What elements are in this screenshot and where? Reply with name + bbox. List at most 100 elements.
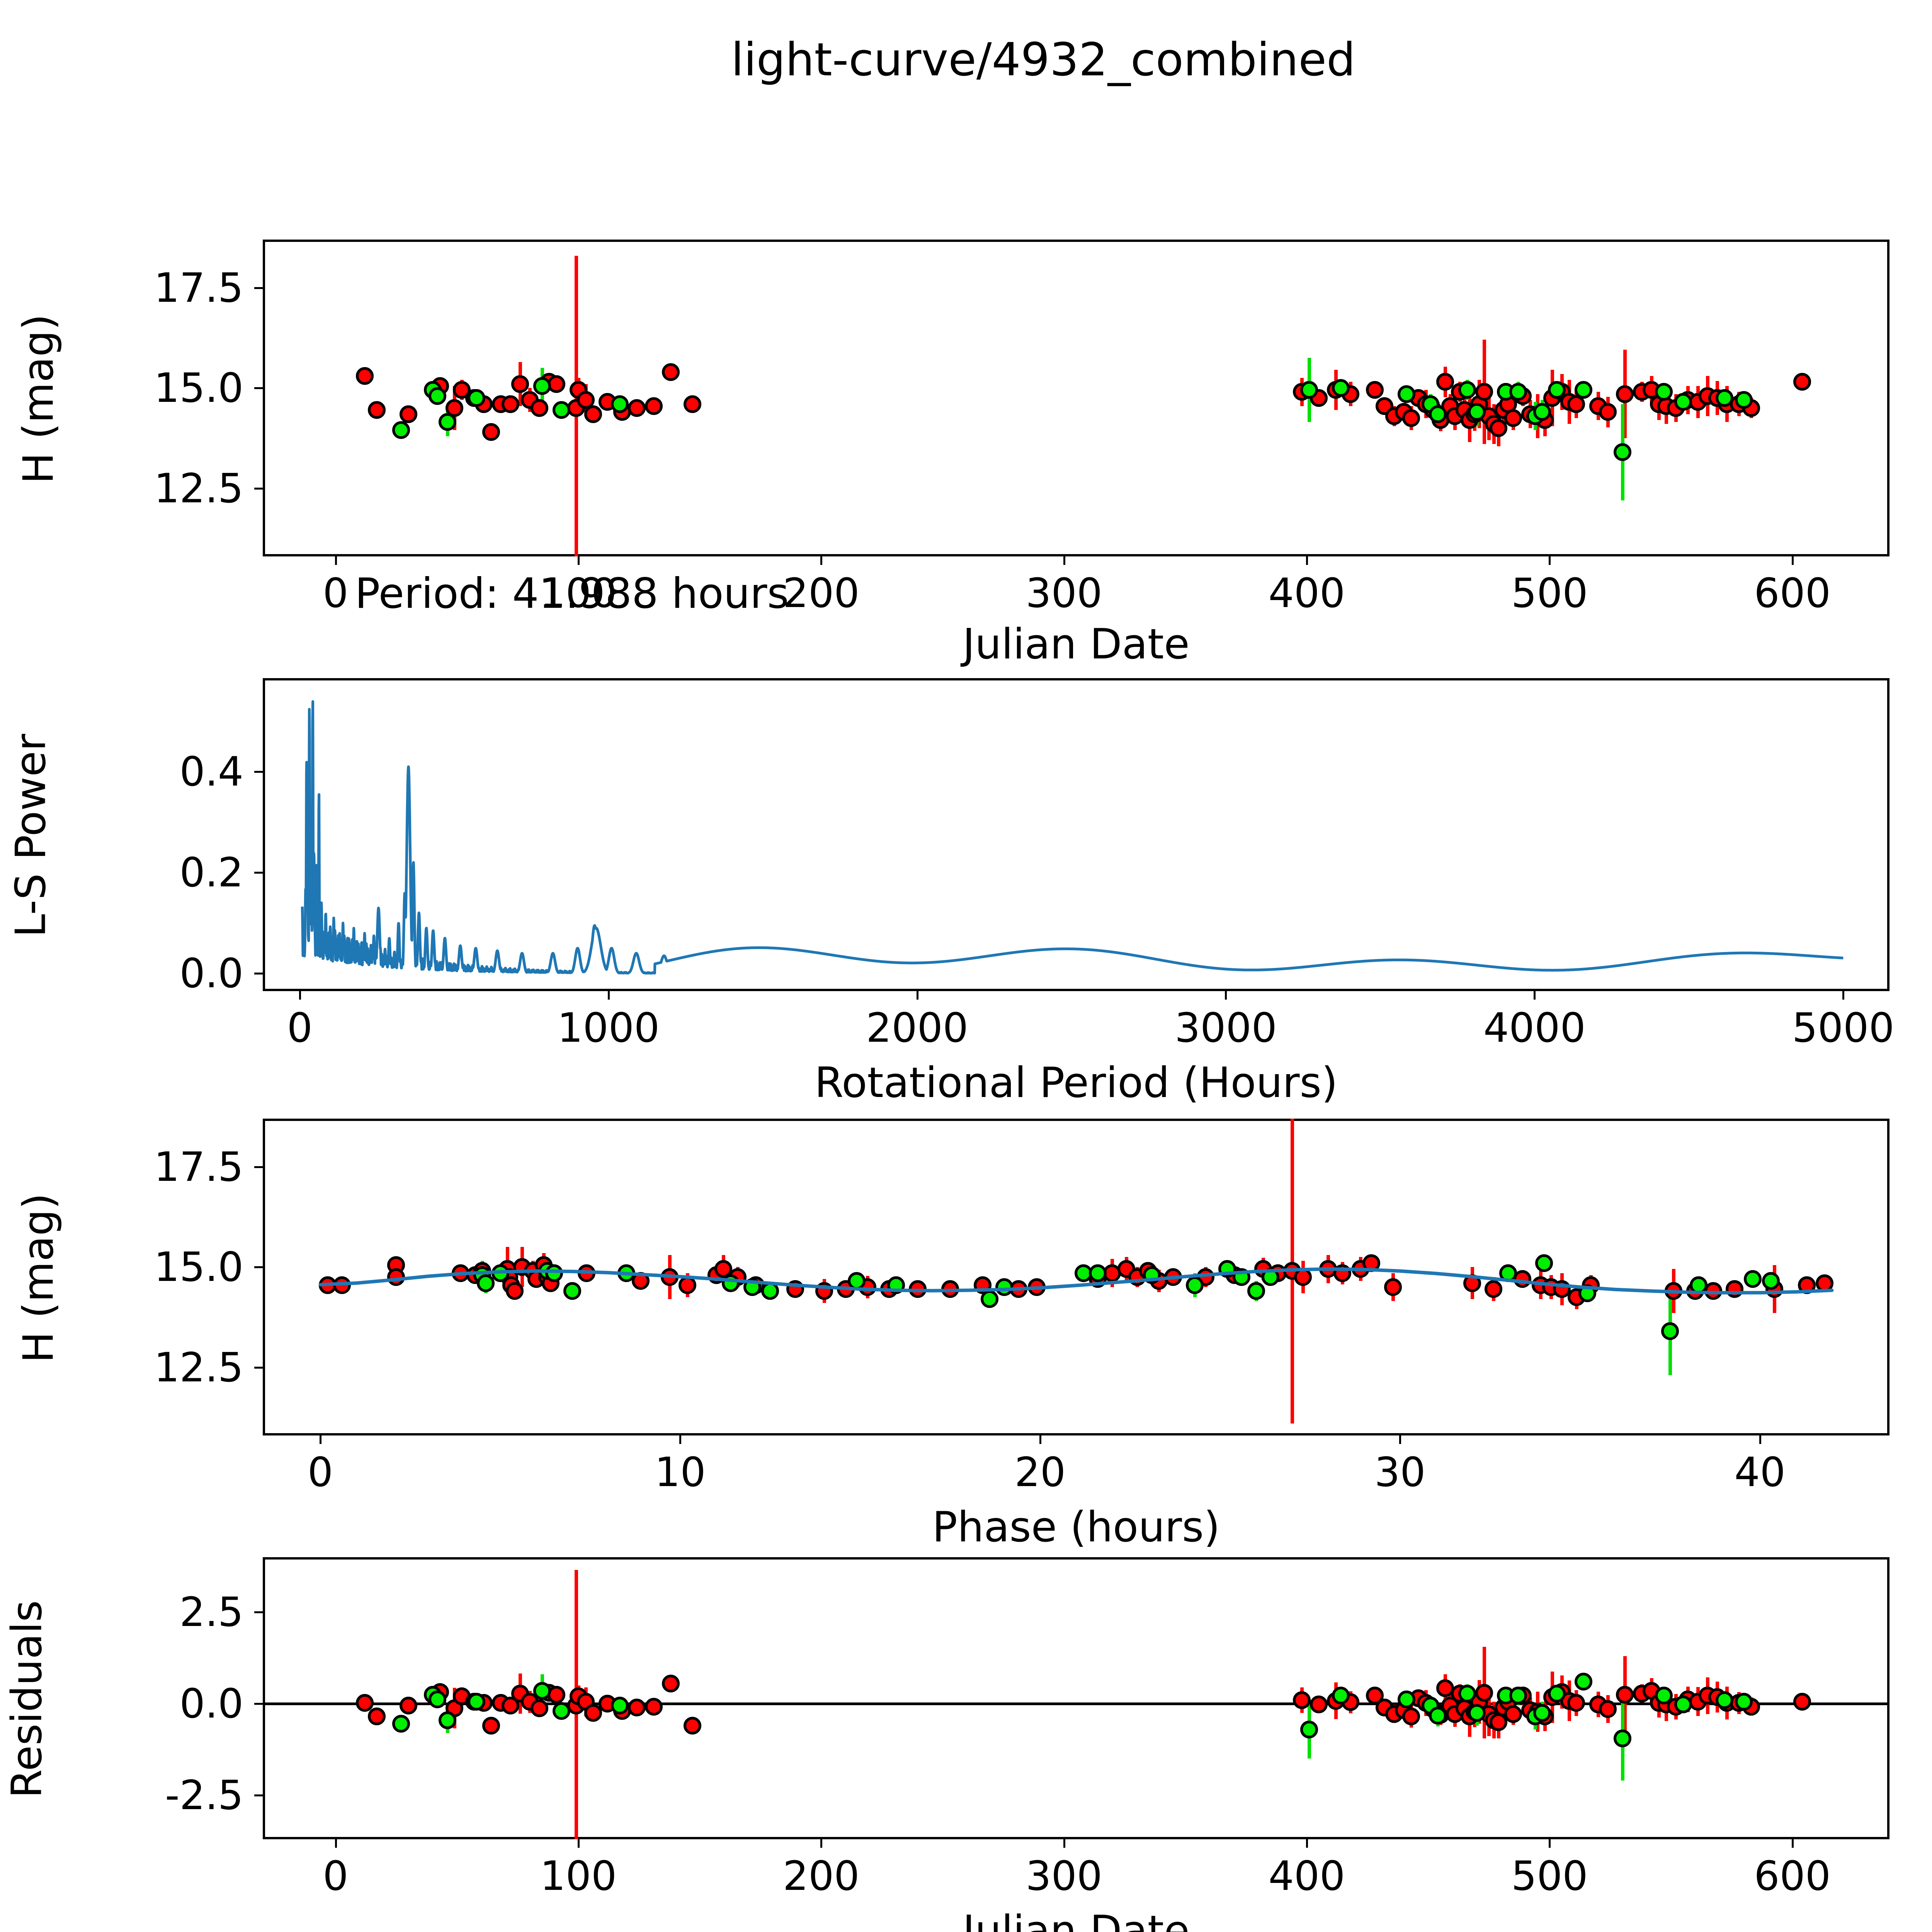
data-point <box>611 1696 629 1714</box>
curve-layer <box>301 700 1845 975</box>
plot-area-lightcurve <box>263 240 1889 556</box>
x-tick-label: 100 <box>540 570 617 617</box>
x-tick-mark <box>1063 1839 1065 1848</box>
data-point <box>1655 1687 1673 1705</box>
zero-reference-line <box>263 1702 1889 1706</box>
x-tick-mark <box>577 1839 580 1848</box>
data-point <box>467 1693 485 1711</box>
data-point <box>533 377 551 395</box>
data-point <box>1793 373 1811 391</box>
x-tick-label: 200 <box>782 1852 860 1900</box>
data-point <box>429 1690 447 1708</box>
data-point <box>1509 1687 1527 1705</box>
data-point <box>368 1708 386 1726</box>
data-clip-region <box>263 240 1889 556</box>
data-point <box>1458 381 1476 399</box>
y-tick-label: 0.0 <box>179 1680 243 1728</box>
y-tick-mark <box>254 1366 263 1369</box>
data-point <box>1397 385 1415 403</box>
data-point <box>1490 419 1508 437</box>
y-tick-label: -2.5 <box>165 1772 243 1819</box>
data-point <box>645 1697 663 1716</box>
data-point <box>482 1717 500 1735</box>
x-tick-mark <box>335 1839 337 1848</box>
ylabel-lightcurve: H (mag) <box>14 314 63 484</box>
data-point <box>721 1274 740 1292</box>
x-tick-label: 2000 <box>866 1004 968 1051</box>
x-tick-label: 40 <box>1734 1449 1786 1496</box>
data-point <box>1333 1264 1352 1282</box>
data-point <box>611 395 629 413</box>
y-tick-mark <box>254 871 263 874</box>
data-point <box>1468 403 1486 421</box>
data-point <box>400 1696 417 1714</box>
x-tick-mark <box>1791 1839 1794 1848</box>
data-point <box>1674 1696 1692 1714</box>
data-point <box>1504 1705 1522 1723</box>
x-tick-label: 0 <box>323 570 349 617</box>
x-tick-label: 0 <box>323 1852 349 1900</box>
data-point <box>1655 383 1673 401</box>
data-point <box>628 399 646 417</box>
x-tick-mark <box>1534 991 1536 1000</box>
panel-residuals <box>254 1557 1889 1848</box>
plot-area-phased <box>263 1119 1889 1435</box>
data-point <box>477 1274 495 1292</box>
x-tick-mark <box>1791 556 1794 565</box>
data-point <box>1504 409 1522 427</box>
data-point <box>1475 383 1493 401</box>
xlabel-periodogram: Rotational Period (Hours) <box>815 1059 1338 1107</box>
x-tick-label: 400 <box>1268 570 1345 617</box>
data-point <box>662 1675 680 1693</box>
ylabel-residuals: Residuals <box>3 1600 51 1798</box>
ylabel-periodogram: L-S Power <box>7 734 55 937</box>
y-tick-mark <box>254 1794 263 1797</box>
x-tick-label: 200 <box>782 570 860 617</box>
x-tick-mark <box>299 991 301 1000</box>
x-tick-label: 600 <box>1754 1852 1831 1900</box>
axes-frame-periodogram <box>263 678 1889 991</box>
panel-raw-light-curve <box>254 240 1889 565</box>
plot-area-periodogram <box>263 678 1889 991</box>
panel-periodogram <box>254 678 1889 1000</box>
y-tick-mark <box>254 287 263 289</box>
y-tick-mark <box>254 1266 263 1269</box>
x-tick-label: 100 <box>540 1852 617 1900</box>
x-tick-mark <box>679 1435 682 1444</box>
data-point <box>1762 1272 1780 1290</box>
data-point <box>1674 393 1692 411</box>
plot-area-residuals <box>263 1557 1889 1839</box>
x-tick-label: 500 <box>1511 570 1588 617</box>
x-tick-label: 1000 <box>557 1004 660 1051</box>
data-point <box>1458 1684 1476 1702</box>
data-point <box>577 391 595 409</box>
x-tick-mark <box>1039 1435 1041 1444</box>
data-point <box>1384 1278 1402 1296</box>
x-tick-mark <box>916 991 918 1000</box>
data-point <box>1436 373 1454 391</box>
figure-title: light-curve/4932_combined <box>731 33 1355 86</box>
data-point <box>533 1682 551 1700</box>
xlabel-residuals: Julian Date <box>963 1907 1190 1932</box>
y-tick-mark <box>254 770 263 773</box>
x-tick-label: 400 <box>1268 1852 1345 1900</box>
data-point <box>482 423 500 441</box>
data-point <box>1548 1684 1566 1702</box>
data-point <box>1485 1280 1503 1298</box>
data-clip-region <box>263 1119 1889 1435</box>
data-point <box>1567 1694 1585 1712</box>
data-point <box>531 399 549 417</box>
data-point <box>1366 381 1384 399</box>
x-tick-label: 600 <box>1754 570 1831 617</box>
x-tick-mark <box>1549 1839 1551 1848</box>
data-point <box>1310 1696 1328 1714</box>
data-point <box>645 397 663 415</box>
x-tick-mark <box>1306 556 1308 565</box>
y-tick-label: 15.0 <box>154 1243 243 1291</box>
x-tick-mark <box>1842 991 1845 1000</box>
data-point <box>1735 391 1753 409</box>
data-point <box>1715 389 1733 407</box>
data-point <box>584 405 602 423</box>
y-tick-label: 0.2 <box>179 849 243 896</box>
